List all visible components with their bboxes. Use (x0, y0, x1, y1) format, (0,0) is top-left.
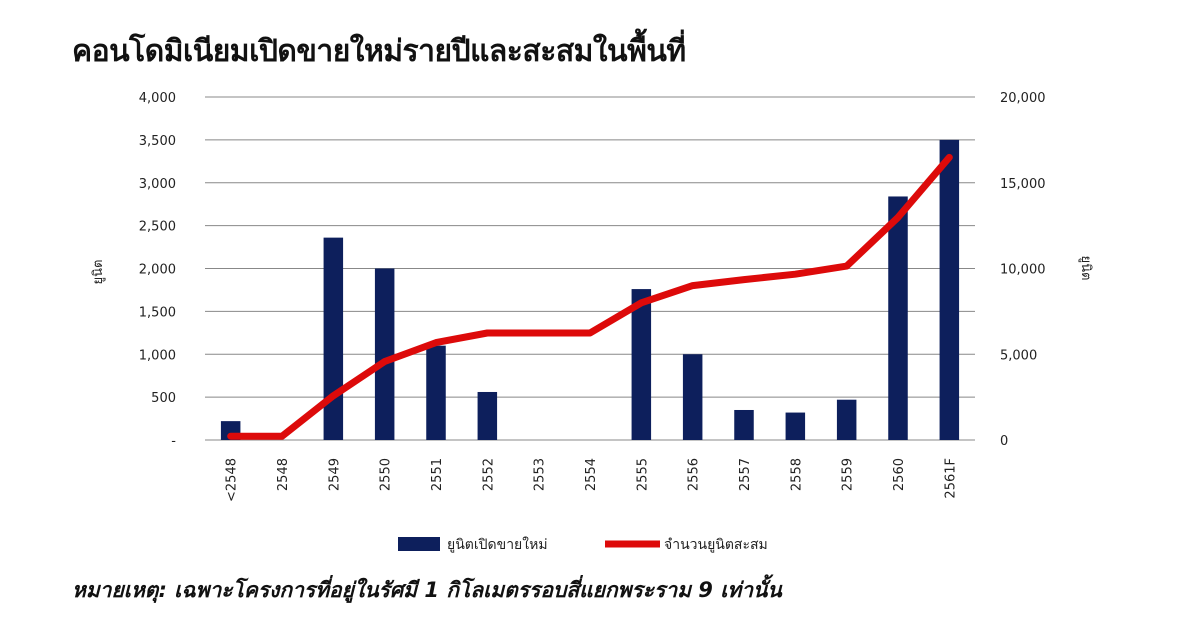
legend-line-label: จำนวนยูนิตสะสม (664, 537, 768, 553)
bar (477, 391, 498, 440)
gridlines (205, 96, 975, 441)
y-tick-label: 3,500 (139, 134, 176, 149)
y-axis-label: ยูนิต (91, 260, 106, 285)
bar (682, 354, 703, 440)
y-tick-label: 2,000 (139, 263, 176, 278)
x-tick-label: 2556 (687, 458, 702, 491)
bar (631, 289, 652, 440)
y-tick-label: 3,000 (139, 177, 176, 192)
line-series (227, 153, 953, 440)
x-axis-ticks: <2548 2548 2549 2550 2551 2552 2553 2554 2555 255… (225, 458, 959, 502)
y2-tick-label: 5,000 (1000, 348, 1037, 363)
bar-series (220, 139, 960, 440)
x-tick-label: 2548 (276, 458, 291, 491)
x-tick-label: 2553 (533, 458, 548, 491)
x-tick-label: 2561F (943, 458, 958, 499)
left-axis-ticks: - 500 1,000 1,500 2,000 2,500 3,000 3,500 4,000 (139, 91, 177, 449)
y2-axis-label: ยูนิต (1078, 256, 1093, 281)
x-tick-label: 2552 (481, 458, 496, 491)
x-tick-label: 2559 (841, 458, 856, 491)
bar (836, 399, 857, 440)
y2-tick-label: 10,000 (1000, 263, 1046, 278)
y-tick-label: 4,000 (139, 91, 176, 106)
y2-tick-label: 20,000 (1000, 91, 1046, 106)
x-tick-label: 2555 (635, 458, 650, 491)
x-tick-label: 2557 (738, 458, 753, 491)
x-tick-label: 2554 (584, 458, 599, 491)
y-tick-label: 1,000 (139, 348, 176, 363)
x-tick-label: 2551 (430, 458, 445, 491)
right-axis-ticks: 0 5,000 10,000 15,000 20,000 (1000, 91, 1046, 449)
legend-bar-swatch (398, 537, 440, 551)
chart-title: คอนโดมิเนียมเปิดขายใหม่รายปีและสะสมในพื้… (72, 34, 686, 69)
footnote: หมายเหตุ: เฉพาะโครงการที่อยู่ในรัศมี 1 ก… (72, 578, 782, 602)
bar (888, 196, 908, 440)
y2-tick-label: 0 (1000, 434, 1008, 449)
cumulative-line (227, 153, 953, 440)
bar (426, 345, 446, 440)
bar (734, 409, 754, 440)
x-tick-label: 2550 (379, 458, 394, 491)
y-tick-label: - (171, 434, 176, 449)
y2-tick-label: 15,000 (1000, 177, 1046, 192)
legend: ยูนิตเปิดขายใหม่ จำนวนยูนิตสะสม (398, 536, 768, 553)
legend-bar-label: ยูนิตเปิดขายใหม่ (447, 536, 548, 553)
y-tick-label: 500 (151, 391, 176, 406)
bar (939, 139, 960, 440)
y-tick-label: 1,500 (139, 305, 176, 320)
bar (374, 268, 395, 440)
bar (785, 412, 806, 440)
x-tick-label: <2548 (225, 458, 240, 502)
x-tick-label: 2560 (892, 458, 907, 491)
y-tick-label: 2,500 (139, 220, 176, 235)
x-tick-label: 2549 (327, 458, 342, 491)
x-tick-label: 2558 (789, 458, 804, 491)
bar (323, 237, 344, 440)
